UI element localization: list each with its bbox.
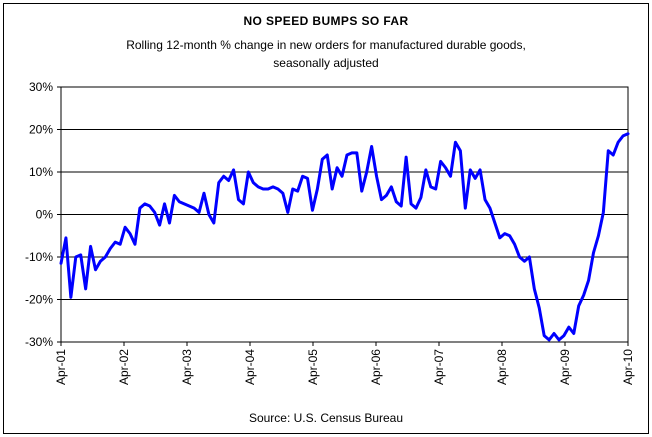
y-tick-label: 20% [29, 123, 53, 137]
x-tick-label: Apr-02 [117, 349, 131, 385]
x-tick-label: Apr-05 [306, 349, 320, 385]
x-tick-label: Apr-01 [54, 349, 68, 385]
y-tick-label: -10% [25, 250, 53, 264]
chart-subtitle: Rolling 12-month % change in new orders … [0, 36, 652, 72]
y-axis: 30% 20% 10% 0% -10% -20% -30% [25, 80, 61, 349]
x-tick-label: Apr-10 [621, 349, 635, 385]
chart-title: NO SPEED BUMPS SO FAR [243, 14, 409, 28]
chart-frame [3, 3, 649, 434]
chart-subtitle-line-1: Rolling 12-month % change in new orders … [126, 38, 526, 52]
x-axis: Apr-01 Apr-02 Apr-03 Apr-04 Apr-05 Apr-06 Apr-… [54, 342, 635, 385]
x-tick-label: Apr-06 [369, 349, 383, 385]
x-tick-label: Apr-04 [243, 349, 257, 385]
y-tick-label: 30% [29, 80, 53, 94]
y-tick-label: 10% [29, 165, 53, 179]
x-tick-label: Apr-07 [432, 349, 446, 385]
y-tick-label: -20% [25, 293, 53, 307]
gridlines [61, 86, 628, 343]
series-line [59, 132, 630, 342]
y-tick-label: 0% [36, 208, 54, 222]
x-tick-label: Apr-08 [495, 349, 509, 385]
chart-source: Source: U.S. Census Bureau [248, 411, 404, 425]
chart-subtitle-line-2: seasonally adjusted [273, 56, 379, 70]
x-tick-label: Apr-09 [558, 349, 572, 385]
y-tick-label: -30% [25, 335, 53, 349]
x-tick-label: Apr-03 [180, 349, 194, 385]
